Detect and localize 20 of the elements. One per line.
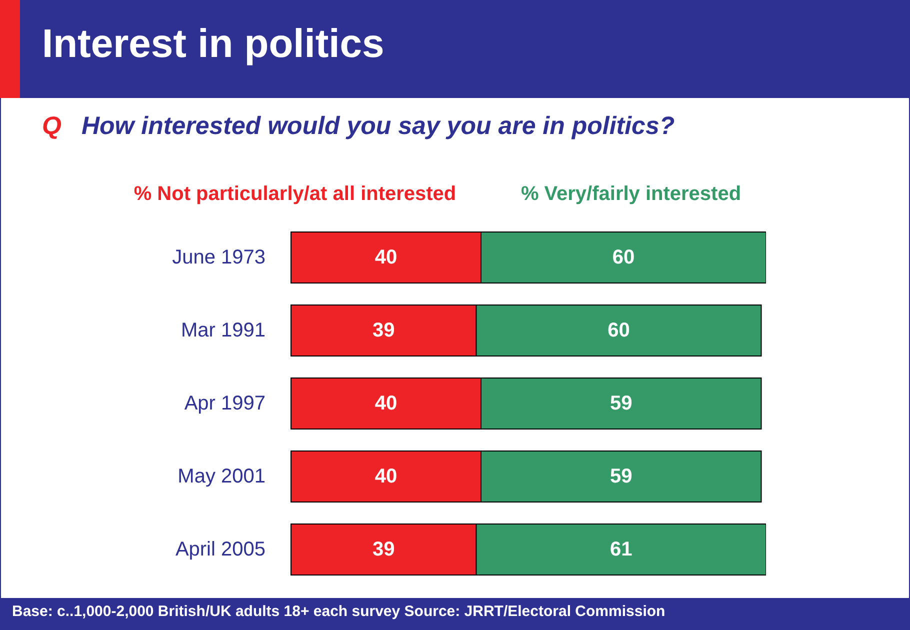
data-label: 40 (374, 466, 398, 488)
series-label: % Not particularly/at all interested (134, 183, 456, 206)
data-label: 60 (612, 246, 635, 268)
data-label: 39 (372, 320, 395, 342)
y-tick-label: Mar 1991 (181, 320, 266, 342)
data-label: 60 (608, 320, 630, 342)
data-label: 40 (374, 246, 398, 268)
data-label: 61 (610, 538, 632, 560)
y-tick-label: April 2005 (175, 538, 266, 560)
data-label: 39 (372, 538, 395, 560)
y-tick-label: June 1973 (172, 246, 266, 268)
data-label: 59 (610, 466, 632, 488)
data-label: 59 (610, 392, 632, 414)
data-label: 40 (374, 392, 398, 414)
chart-subtitle: Q How interested would you say you are in politics? (42, 112, 675, 140)
y-tick-label: Apr 1997 (184, 392, 266, 414)
chart-title: Interest in politics (42, 22, 384, 67)
y-tick-label: May 2001 (178, 466, 266, 488)
text: Base: c..1,000-2,000 British/UK adults 18+ each survey Source: JRRT/Electoral Commission (0, 598, 910, 630)
series-label: % Very/fairly interested (520, 183, 742, 206)
